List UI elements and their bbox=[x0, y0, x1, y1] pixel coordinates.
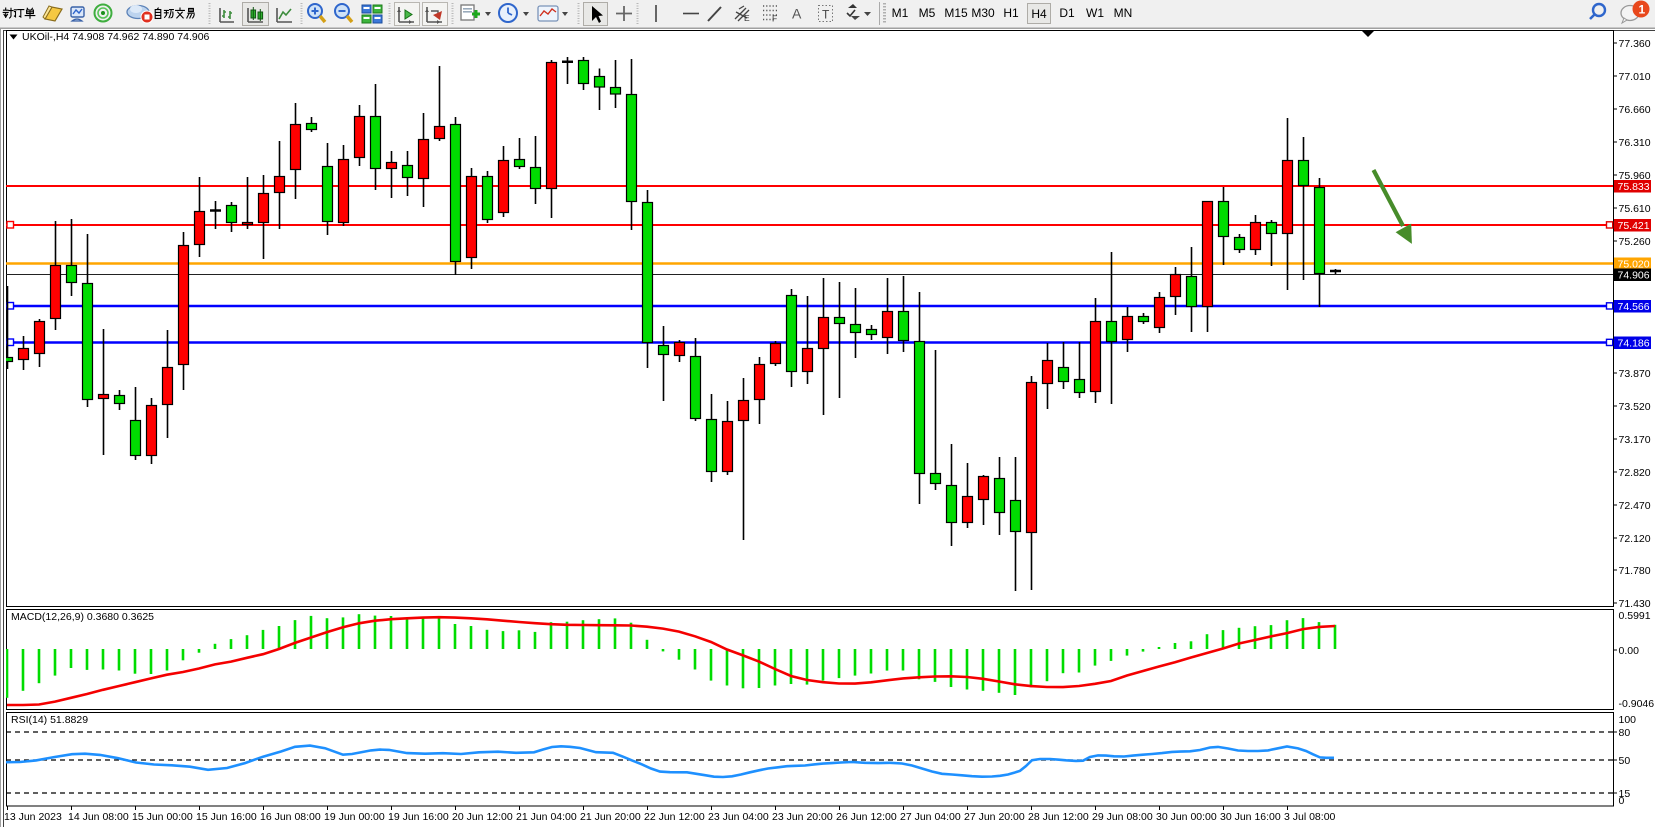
svg-text:0.00: 0.00 bbox=[1619, 645, 1640, 657]
svg-text:19 Jun 16:00: 19 Jun 16:00 bbox=[388, 811, 449, 823]
svg-text:75.833: 75.833 bbox=[1618, 181, 1650, 193]
svg-text:74.186: 74.186 bbox=[1618, 338, 1650, 350]
svg-text:72.120: 72.120 bbox=[1619, 533, 1651, 545]
svg-text:76.310: 76.310 bbox=[1619, 137, 1651, 149]
svg-text:72.470: 72.470 bbox=[1619, 500, 1651, 512]
svg-text:73.520: 73.520 bbox=[1619, 401, 1651, 413]
svg-text:74.566: 74.566 bbox=[1618, 301, 1650, 313]
svg-text:19 Jun 00:00: 19 Jun 00:00 bbox=[324, 811, 385, 823]
svg-text:30 Jun 00:00: 30 Jun 00:00 bbox=[1156, 811, 1217, 823]
svg-text:1: 1 bbox=[1639, 3, 1646, 17]
svg-text:A: A bbox=[792, 6, 802, 22]
svg-text:13 Jun 2023: 13 Jun 2023 bbox=[4, 811, 62, 823]
svg-text:MACD(12,26,9) 0.3680 0.3625: MACD(12,26,9) 0.3680 0.3625 bbox=[11, 611, 154, 623]
svg-text:30 Jun 16:00: 30 Jun 16:00 bbox=[1220, 811, 1281, 823]
svg-text:73.170: 73.170 bbox=[1619, 434, 1651, 446]
svg-text:UKOil-,H4 74.908 74.962 74.89: UKOil-,H4 74.908 74.962 74.890 74.906 bbox=[22, 31, 210, 43]
svg-text:100: 100 bbox=[1619, 714, 1637, 726]
svg-text:F: F bbox=[772, 14, 777, 24]
svg-text:27 Jun 20:00: 27 Jun 20:00 bbox=[964, 811, 1025, 823]
svg-text:0: 0 bbox=[1619, 795, 1625, 807]
svg-text:75.610: 75.610 bbox=[1619, 203, 1651, 215]
svg-text:75.260: 75.260 bbox=[1619, 236, 1651, 248]
svg-text:27 Jun 04:00: 27 Jun 04:00 bbox=[900, 811, 961, 823]
svg-text:23 Jun 20:00: 23 Jun 20:00 bbox=[772, 811, 833, 823]
svg-text:75.960: 75.960 bbox=[1619, 170, 1651, 182]
svg-text:73.870: 73.870 bbox=[1619, 368, 1651, 380]
svg-text:75.421: 75.421 bbox=[1618, 220, 1650, 232]
svg-text:E: E bbox=[744, 13, 750, 23]
svg-text:3 Jul 08:00: 3 Jul 08:00 bbox=[1284, 811, 1336, 823]
svg-text:77.010: 77.010 bbox=[1619, 71, 1651, 83]
svg-text:50: 50 bbox=[1619, 755, 1631, 767]
svg-text:80: 80 bbox=[1619, 727, 1631, 739]
svg-text:T: T bbox=[822, 8, 830, 22]
svg-text:RSI(14) 51.8829: RSI(14) 51.8829 bbox=[11, 714, 88, 726]
svg-text:71.430: 71.430 bbox=[1619, 598, 1651, 610]
svg-text:16 Jun 08:00: 16 Jun 08:00 bbox=[260, 811, 321, 823]
svg-text:20 Jun 12:00: 20 Jun 12:00 bbox=[452, 811, 513, 823]
svg-text:29 Jun 08:00: 29 Jun 08:00 bbox=[1092, 811, 1153, 823]
svg-text:28 Jun 12:00: 28 Jun 12:00 bbox=[1028, 811, 1089, 823]
svg-text:21 Jun 04:00: 21 Jun 04:00 bbox=[516, 811, 577, 823]
svg-text:-0.9046: -0.9046 bbox=[1619, 698, 1655, 710]
svg-text:22 Jun 12:00: 22 Jun 12:00 bbox=[644, 811, 705, 823]
svg-text:15 Jun 16:00: 15 Jun 16:00 bbox=[196, 811, 257, 823]
svg-text:75.020: 75.020 bbox=[1618, 259, 1650, 271]
svg-text:26 Jun 12:00: 26 Jun 12:00 bbox=[836, 811, 897, 823]
svg-text:21 Jun 20:00: 21 Jun 20:00 bbox=[580, 811, 641, 823]
svg-text:14 Jun 08:00: 14 Jun 08:00 bbox=[68, 811, 129, 823]
svg-text:71.780: 71.780 bbox=[1619, 565, 1651, 577]
svg-text:72.820: 72.820 bbox=[1619, 467, 1651, 479]
svg-text:76.660: 76.660 bbox=[1619, 104, 1651, 116]
svg-text:23 Jun 04:00: 23 Jun 04:00 bbox=[708, 811, 769, 823]
svg-text:0.5991: 0.5991 bbox=[1619, 610, 1651, 622]
svg-text:77.360: 77.360 bbox=[1619, 38, 1651, 50]
svg-text:15: 15 bbox=[1619, 788, 1631, 800]
svg-text:15 Jun 00:00: 15 Jun 00:00 bbox=[132, 811, 193, 823]
svg-text:74.906: 74.906 bbox=[1618, 270, 1650, 282]
